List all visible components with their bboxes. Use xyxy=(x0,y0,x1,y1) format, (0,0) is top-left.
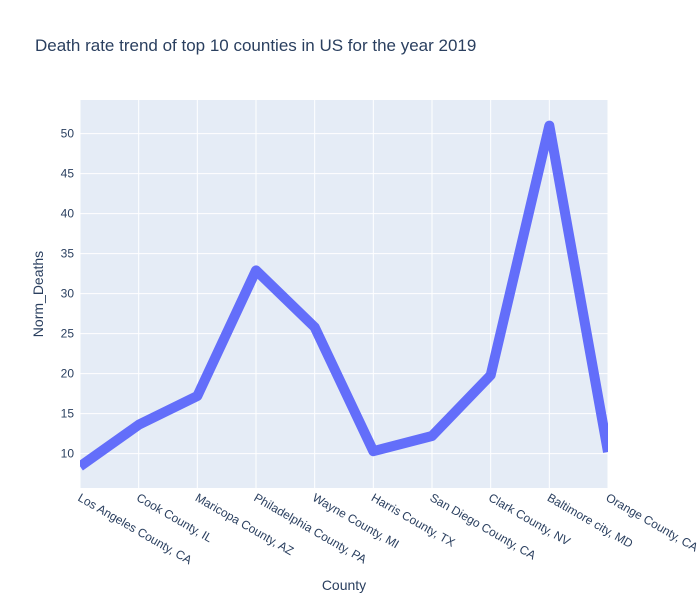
y-tick-label: 30 xyxy=(61,287,75,301)
y-tick-label: 15 xyxy=(61,407,75,421)
chart-title: Death rate trend of top 10 counties in U… xyxy=(35,36,476,55)
y-gridlines xyxy=(80,133,608,455)
x-tick-label: Orange County, CA xyxy=(604,490,700,554)
y-axis-ticks: 10 15 20 25 30 35 40 45 50 xyxy=(61,127,75,461)
y-tick-label: 25 xyxy=(61,327,75,341)
y-tick-label: 35 xyxy=(61,247,75,261)
x-axis-title: County xyxy=(322,577,366,593)
y-tick-label: 50 xyxy=(61,127,75,141)
series-line xyxy=(80,120,608,471)
series-layer xyxy=(79,120,609,471)
x-tick-label: San Diego County, CA xyxy=(428,490,539,562)
y-tick-label: 45 xyxy=(61,167,75,181)
y-tick-label: 10 xyxy=(61,447,75,461)
y-axis-title: Norm_Deaths xyxy=(30,251,46,337)
x-tick-label: Maricopa County, AZ xyxy=(193,490,296,558)
y-tick-label: 20 xyxy=(61,367,75,381)
y-tick-label: 40 xyxy=(61,207,75,221)
